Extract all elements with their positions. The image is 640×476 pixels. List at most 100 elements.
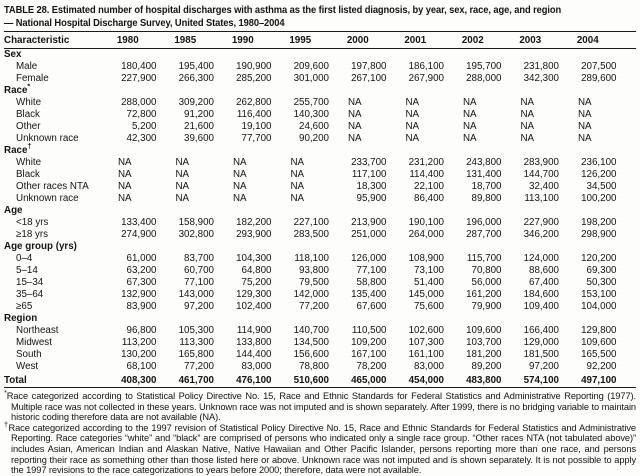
- value-cell: NA: [405, 109, 420, 120]
- value-cell: 114,400: [409, 169, 444, 180]
- value-cell: 454,000: [386, 373, 444, 388]
- value-cell: 103,700: [466, 337, 502, 348]
- value-cell: 195,400: [178, 61, 214, 72]
- section-header-row: Region: [4, 313, 636, 325]
- value-cell: 283,900: [523, 157, 559, 168]
- value-cell: 342,300: [523, 73, 559, 84]
- spacer-cell: [617, 169, 637, 181]
- table-row: 15–34 67,300 77,100 75,200 79,500 58,800 51,40…: [4, 277, 636, 289]
- value-cell: 196,000: [466, 217, 502, 228]
- row-label: Male: [16, 61, 38, 72]
- value-cell: 105,300: [178, 325, 214, 336]
- spacer-cell: [617, 253, 637, 265]
- row-label: Black: [16, 169, 40, 180]
- value-cell: 231,800: [523, 61, 559, 72]
- section-header-row: Race†: [4, 141, 636, 157]
- row-label: Total: [4, 373, 99, 388]
- value-cell: 166,400: [523, 325, 559, 336]
- value-cell: 83,700: [184, 253, 214, 264]
- table-head-row: Characteristic 1980 1985 1990 1995 2000 2001 20…: [4, 31, 636, 49]
- value-cell: 126,000: [351, 253, 387, 264]
- value-cell: NA: [117, 181, 132, 192]
- table-row: White NA NA NA NA 233,700 231,200 243,800 283,90…: [4, 157, 636, 169]
- value-cell: 100,200: [581, 193, 617, 204]
- value-cell: 197,800: [351, 61, 387, 72]
- value-cell: 22,100: [414, 181, 444, 192]
- section-header: Sex: [4, 49, 22, 60]
- value-cell: 77,100: [184, 277, 214, 288]
- section-header: Age: [4, 205, 23, 216]
- row-label: ≥65: [16, 301, 33, 312]
- spacer-cell: [617, 301, 637, 313]
- value-cell: 408,300: [99, 373, 157, 388]
- value-cell: 107,300: [408, 337, 444, 348]
- value-cell: 104,000: [581, 301, 617, 312]
- value-cell: 83,900: [126, 301, 157, 312]
- value-cell: 109,400: [523, 301, 559, 312]
- value-cell: NA: [462, 109, 477, 120]
- section-header: Region: [4, 313, 38, 324]
- footnote-text: Race categorized according to the 1997 r…: [8, 422, 636, 476]
- section-header-row: Age group (yrs): [4, 241, 636, 253]
- year-column-header: 2001: [386, 31, 444, 49]
- value-cell: 18,300: [356, 181, 387, 192]
- value-cell: 190,100: [408, 217, 444, 228]
- value-cell: 19,100: [241, 121, 272, 132]
- value-cell: NA: [462, 121, 477, 132]
- row-label: Female: [16, 73, 49, 84]
- value-cell: 158,900: [178, 217, 214, 228]
- value-cell: 21,600: [184, 121, 214, 132]
- value-cell: 190,900: [236, 61, 272, 72]
- value-cell: 56,000: [471, 277, 502, 288]
- value-cell: 301,000: [293, 73, 329, 84]
- value-cell: 42,300: [126, 133, 157, 144]
- value-cell: NA: [347, 109, 362, 120]
- spacer-cell: [617, 349, 637, 361]
- value-cell: NA: [290, 193, 305, 204]
- value-cell: 161,100: [408, 349, 444, 360]
- year-column-header: 2003: [501, 31, 559, 49]
- footnote-race-1977: *Race categorized according to Statistic…: [4, 389, 636, 423]
- value-cell: 102,400: [236, 301, 272, 312]
- section-header: Race†: [4, 141, 32, 156]
- value-cell: 195,700: [466, 61, 502, 72]
- row-label: Other: [16, 121, 41, 132]
- value-cell: 227,900: [523, 217, 559, 228]
- year-column-header: 2004: [559, 31, 617, 49]
- value-cell: 97,200: [529, 361, 559, 372]
- value-cell: NA: [577, 121, 592, 132]
- value-cell: 346,200: [523, 229, 559, 240]
- row-label: West: [16, 361, 39, 372]
- value-cell: 86,400: [414, 193, 444, 204]
- table-row: South 130,200 165,800 144,400 156,600 167,100…: [4, 349, 636, 361]
- value-cell: 182,200: [236, 217, 272, 228]
- value-cell: 298,900: [581, 229, 617, 240]
- value-cell: 67,600: [356, 301, 387, 312]
- table-row: 5–14 63,200 60,700 64,800 93,800 77,100 73,100…: [4, 265, 636, 277]
- value-cell: 461,700: [156, 373, 214, 388]
- table-row: ≥65 83,900 97,200 102,400 77,200 67,600 75,600…: [4, 301, 636, 313]
- value-cell: 109,600: [581, 337, 617, 348]
- value-cell: 302,800: [178, 229, 214, 240]
- value-cell: NA: [232, 181, 247, 192]
- value-cell: 90,200: [299, 133, 329, 144]
- value-cell: 181,200: [466, 349, 502, 360]
- value-cell: 135,400: [351, 289, 387, 300]
- value-cell: 140,300: [293, 109, 329, 120]
- value-cell: 75,200: [241, 277, 272, 288]
- footnote-text: Race categorized according to Statistica…: [6, 391, 636, 423]
- table-row: Other 5,200 21,600 19,100 24,600 NA NA NA NA NA: [4, 121, 636, 133]
- value-cell: 161,200: [466, 289, 502, 300]
- value-cell: 165,500: [581, 349, 617, 360]
- spacer-cell: [617, 181, 637, 193]
- value-cell: NA: [520, 121, 535, 132]
- value-cell: 120,200: [581, 253, 617, 264]
- value-cell: 78,800: [299, 361, 329, 372]
- spacer-cell: [617, 217, 637, 229]
- value-cell: 231,200: [408, 157, 444, 168]
- row-label: White: [16, 97, 42, 108]
- spacer-cell: [617, 337, 637, 349]
- value-cell: NA: [117, 193, 132, 204]
- spacer-cell: [617, 193, 637, 205]
- table-row: Northeast 96,800 105,300 114,900 140,700 110,…: [4, 325, 636, 337]
